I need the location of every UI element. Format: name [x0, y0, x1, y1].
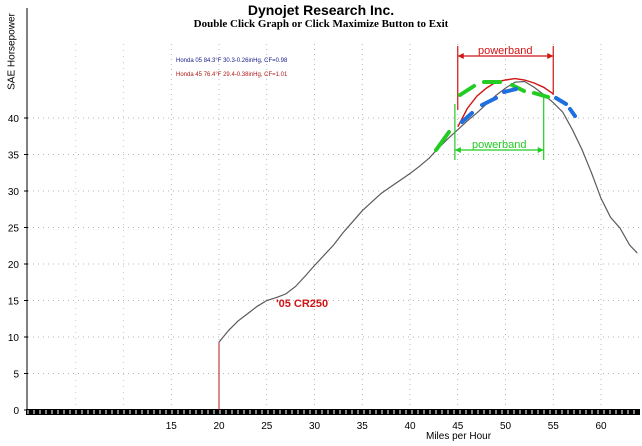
x-tick-label: 45 [452, 421, 464, 432]
x-tick-label: 15 [166, 421, 178, 432]
y-tick-label: 35 [8, 151, 20, 162]
annotation-layer [434, 46, 577, 160]
green-dash [510, 83, 526, 93]
x-tick-label: 30 [309, 421, 321, 432]
x-tick-label: 40 [404, 421, 416, 432]
x-tick-label: 20 [213, 421, 225, 432]
x-tick-label: 55 [548, 421, 560, 432]
axis-layer: 0 5 10 15 20 25 30 35 40 15 20 25 30 35 40 45 50 55 60 [8, 8, 640, 432]
blue-dash [554, 96, 568, 106]
model-label: '05 CR250 [276, 298, 328, 310]
blue-dash [502, 87, 518, 94]
y-tick-label: 5 [13, 370, 19, 381]
green-dash [434, 130, 451, 152]
green-dash [458, 84, 476, 97]
chart-title: Dynojet Research Inc. [247, 2, 395, 18]
y-tick-label: 30 [8, 187, 20, 198]
y-tick-label: 40 [8, 114, 20, 125]
blue-dash [480, 96, 498, 107]
highlight-curve [457, 77, 554, 128]
x-tick-label: 25 [261, 421, 273, 432]
legend-entry-honda-45: Honda 45 76.4°F 29.4-0.38inHg, CF=1.01 [176, 72, 288, 78]
x-tick-label: 50 [500, 421, 512, 432]
powerband-green-label: powerband [472, 139, 526, 151]
powerband-green-arrow-left [454, 147, 461, 153]
y-tick-label: 15 [8, 297, 20, 308]
y-tick-label: 25 [8, 224, 20, 235]
legend-entry-honda-05: Honda 05 84.3°F 30.3-0.26inHg, CF=0.98 [176, 58, 288, 64]
blue-dash [568, 107, 577, 118]
x-tick-label: 35 [357, 421, 369, 432]
powerband-red-arrow-left [457, 53, 464, 59]
x-axis-marker [174, 412, 177, 415]
series-line-honda-05 [218, 80, 638, 343]
x-axis-ruler [26, 409, 640, 415]
powerband-red-label: powerband [478, 45, 532, 57]
y-tick-label: 20 [8, 260, 20, 271]
y-tick-label: 10 [8, 333, 20, 344]
powerband-green-arrow-right [537, 147, 544, 153]
green-dash [532, 91, 550, 99]
x-axis-title: Miles per Hour [426, 431, 492, 442]
y-tick-label: 0 [13, 406, 19, 417]
blue-dash [460, 111, 474, 124]
chart-subtitle: Double Click Graph or Click Maximize But… [193, 18, 449, 30]
series-layer [218, 77, 638, 410]
powerband-red-arrow-right [547, 53, 554, 59]
x-tick-label: 60 [595, 421, 607, 432]
